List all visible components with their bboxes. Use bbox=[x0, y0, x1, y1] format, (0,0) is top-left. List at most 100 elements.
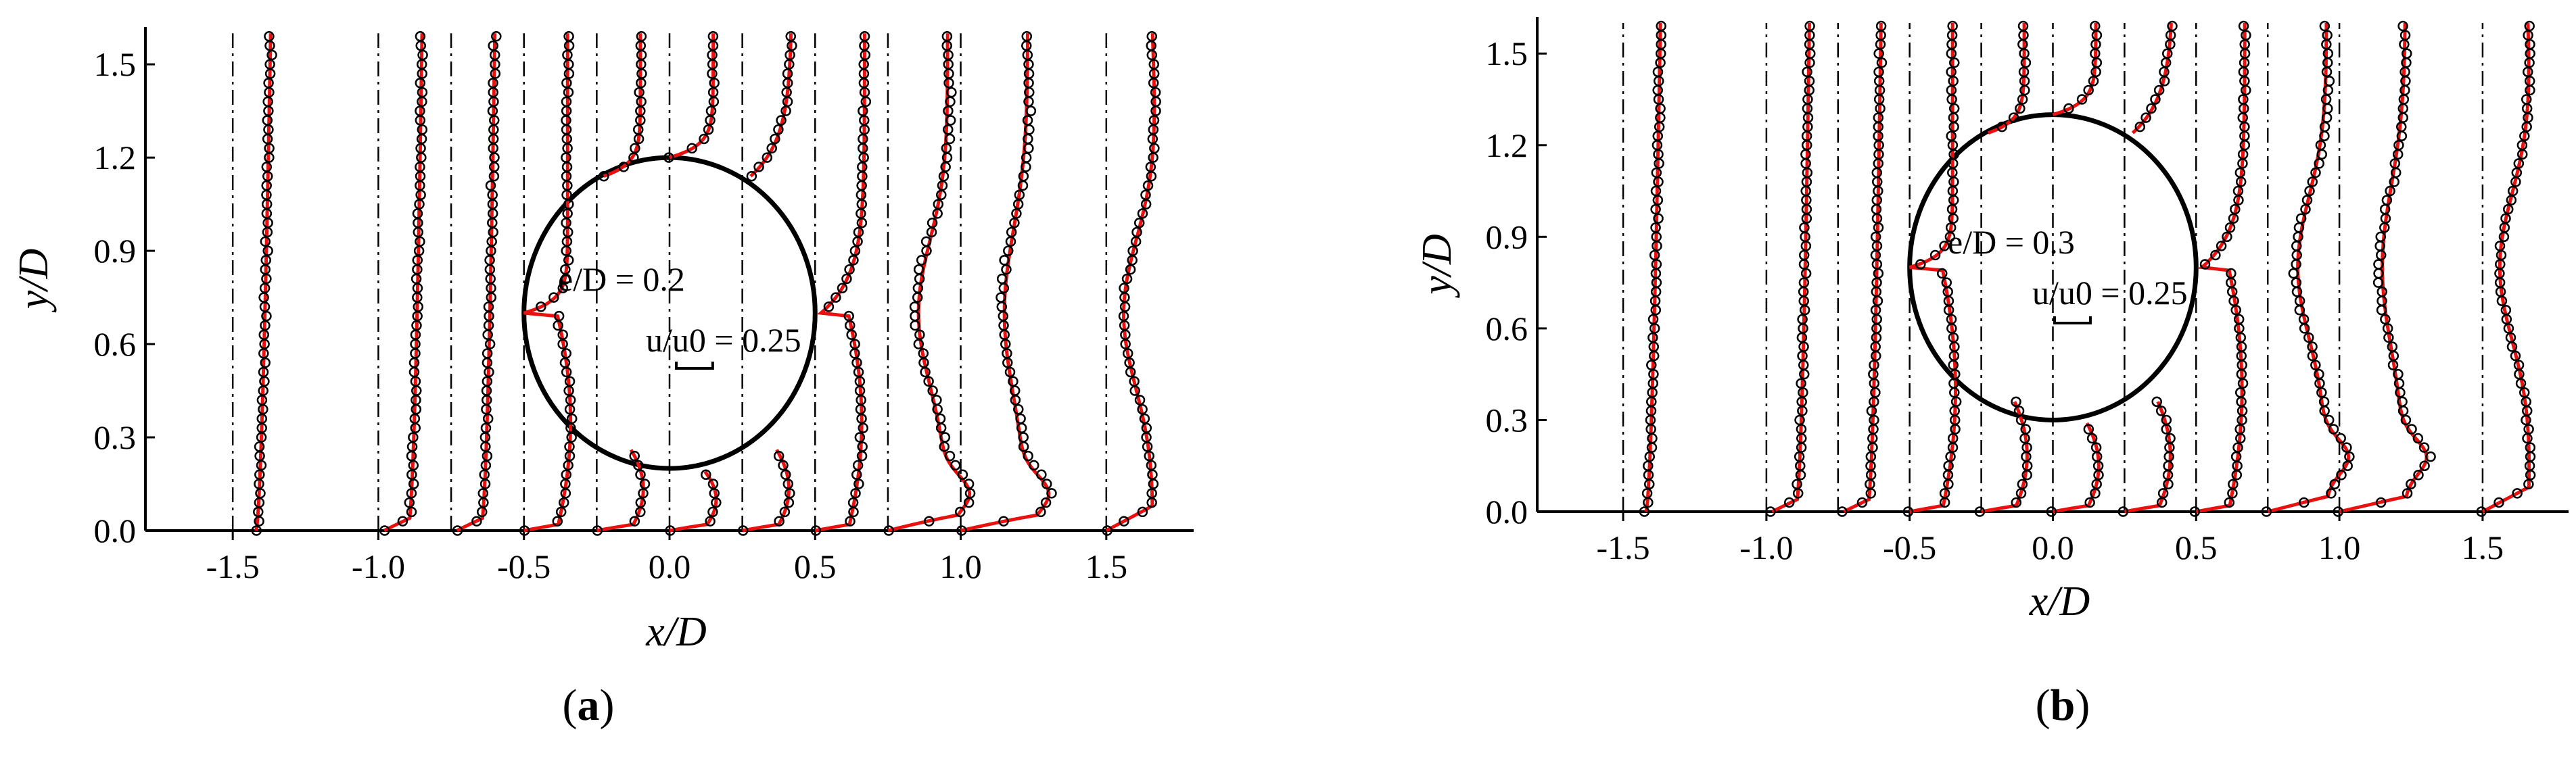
measurement-point bbox=[2241, 30, 2251, 41]
measurement-point bbox=[850, 488, 861, 499]
measurement-point bbox=[563, 255, 574, 266]
measurement-point bbox=[1653, 213, 1664, 224]
measurement-point bbox=[1127, 245, 1138, 256]
measurement-point bbox=[1137, 506, 1148, 518]
measurement-point bbox=[927, 217, 938, 228]
measurement-point bbox=[2153, 84, 2165, 96]
x-tick-label: 0.5 bbox=[794, 547, 837, 585]
measurement-point bbox=[482, 413, 494, 424]
measurement-point bbox=[2389, 158, 2401, 169]
measurement-point bbox=[557, 329, 568, 341]
measurement-point bbox=[996, 292, 1006, 303]
measurement-point bbox=[2418, 442, 2430, 453]
measurement-point bbox=[261, 162, 273, 172]
measurement-point bbox=[2232, 442, 2243, 453]
measurement-point bbox=[2519, 387, 2530, 398]
measurement-point bbox=[2226, 268, 2237, 279]
measurement-point bbox=[2402, 488, 2413, 499]
measurement-point bbox=[2406, 424, 2417, 435]
measurement-point bbox=[1651, 167, 1662, 178]
measurement-point bbox=[2502, 203, 2514, 215]
y-tick-label: 0.0 bbox=[1486, 493, 1528, 531]
measurement-point bbox=[2513, 158, 2525, 169]
measurement-point bbox=[2307, 341, 2318, 352]
measurement-point bbox=[2307, 176, 2318, 187]
measurement-point bbox=[2295, 213, 2307, 224]
measurement-point bbox=[1649, 249, 1660, 261]
y-tick-label: 1.2 bbox=[1486, 126, 1528, 164]
measurement-point bbox=[1001, 264, 1012, 275]
measurement-point bbox=[1140, 189, 1151, 201]
measurement-point bbox=[779, 506, 791, 518]
measurement-point bbox=[406, 488, 417, 499]
measurement-point bbox=[943, 124, 954, 135]
measurement-point bbox=[639, 479, 651, 489]
measurement-point bbox=[2393, 140, 2404, 151]
measurement-point bbox=[258, 366, 269, 378]
measurement-point bbox=[477, 488, 489, 499]
measurement-point bbox=[2288, 268, 2299, 279]
model-profile-line bbox=[2052, 23, 2101, 514]
x-tick-label: 1.5 bbox=[2462, 529, 2504, 566]
measurement-point bbox=[766, 143, 777, 154]
measurement-point bbox=[2314, 368, 2324, 380]
measurement-point bbox=[488, 78, 498, 89]
measurement-point bbox=[746, 170, 757, 182]
x-tick-label: 0.5 bbox=[2175, 529, 2218, 566]
measurement-point bbox=[415, 78, 426, 89]
measurement-point bbox=[1141, 422, 1152, 433]
measurement-point bbox=[2493, 497, 2504, 508]
measurement-point bbox=[854, 432, 866, 443]
measurement-point bbox=[2086, 433, 2098, 444]
measurement-point bbox=[1647, 314, 1659, 325]
measurement-point bbox=[1765, 506, 1776, 517]
measurement-point bbox=[1856, 497, 1868, 508]
measurement-point bbox=[2298, 497, 2310, 508]
measurement-point bbox=[2232, 185, 2244, 197]
measurement-point bbox=[1134, 395, 1146, 406]
measurement-point bbox=[770, 133, 780, 145]
measurement-point bbox=[2155, 406, 2167, 416]
measurement-point bbox=[2381, 195, 2393, 205]
measurement-point bbox=[1802, 66, 1812, 78]
measurement-point bbox=[562, 49, 573, 61]
measurement-point bbox=[707, 479, 719, 489]
measurement-point bbox=[415, 105, 425, 116]
measurement-point bbox=[1869, 414, 1879, 426]
measurement-point bbox=[1797, 314, 1808, 325]
measurement-point bbox=[2393, 368, 2404, 380]
measurement-point bbox=[2385, 185, 2395, 197]
measurement-point bbox=[1013, 404, 1024, 415]
measurement-point bbox=[1146, 31, 1157, 42]
measurement-point bbox=[2328, 424, 2339, 435]
measurement-point bbox=[2088, 76, 2099, 87]
measurement-point bbox=[859, 31, 870, 42]
measurement-point bbox=[938, 170, 950, 182]
measurement-point bbox=[853, 226, 864, 238]
measurement-point bbox=[2150, 94, 2161, 105]
measurement-point bbox=[2303, 332, 2314, 343]
x-tick-label: -0.5 bbox=[1883, 529, 1936, 566]
measurement-point bbox=[946, 87, 957, 98]
measurement-point bbox=[2157, 488, 2169, 499]
measurement-point bbox=[1029, 460, 1039, 471]
measurement-point bbox=[379, 525, 390, 536]
measurement-point bbox=[2310, 167, 2321, 178]
measurement-point bbox=[2008, 112, 2019, 123]
measurement-point bbox=[2380, 314, 2391, 325]
measurement-point bbox=[1996, 121, 2007, 132]
measurement-point bbox=[2017, 94, 2028, 105]
measurement-point bbox=[2406, 479, 2416, 490]
measurement-point bbox=[1949, 57, 1960, 68]
measurement-point bbox=[1003, 245, 1014, 256]
measurement-point bbox=[841, 273, 852, 285]
measurement-point bbox=[1008, 376, 1018, 387]
measurement-point bbox=[618, 162, 629, 172]
measurement-point bbox=[2402, 48, 2412, 59]
measurement-point bbox=[1139, 413, 1150, 424]
measurement-point bbox=[1646, 360, 1657, 370]
y-tick-label: 0.9 bbox=[1486, 218, 1528, 255]
measurement-point bbox=[2373, 259, 2384, 270]
measurement-point bbox=[2476, 506, 2487, 517]
measurement-point bbox=[264, 59, 275, 70]
